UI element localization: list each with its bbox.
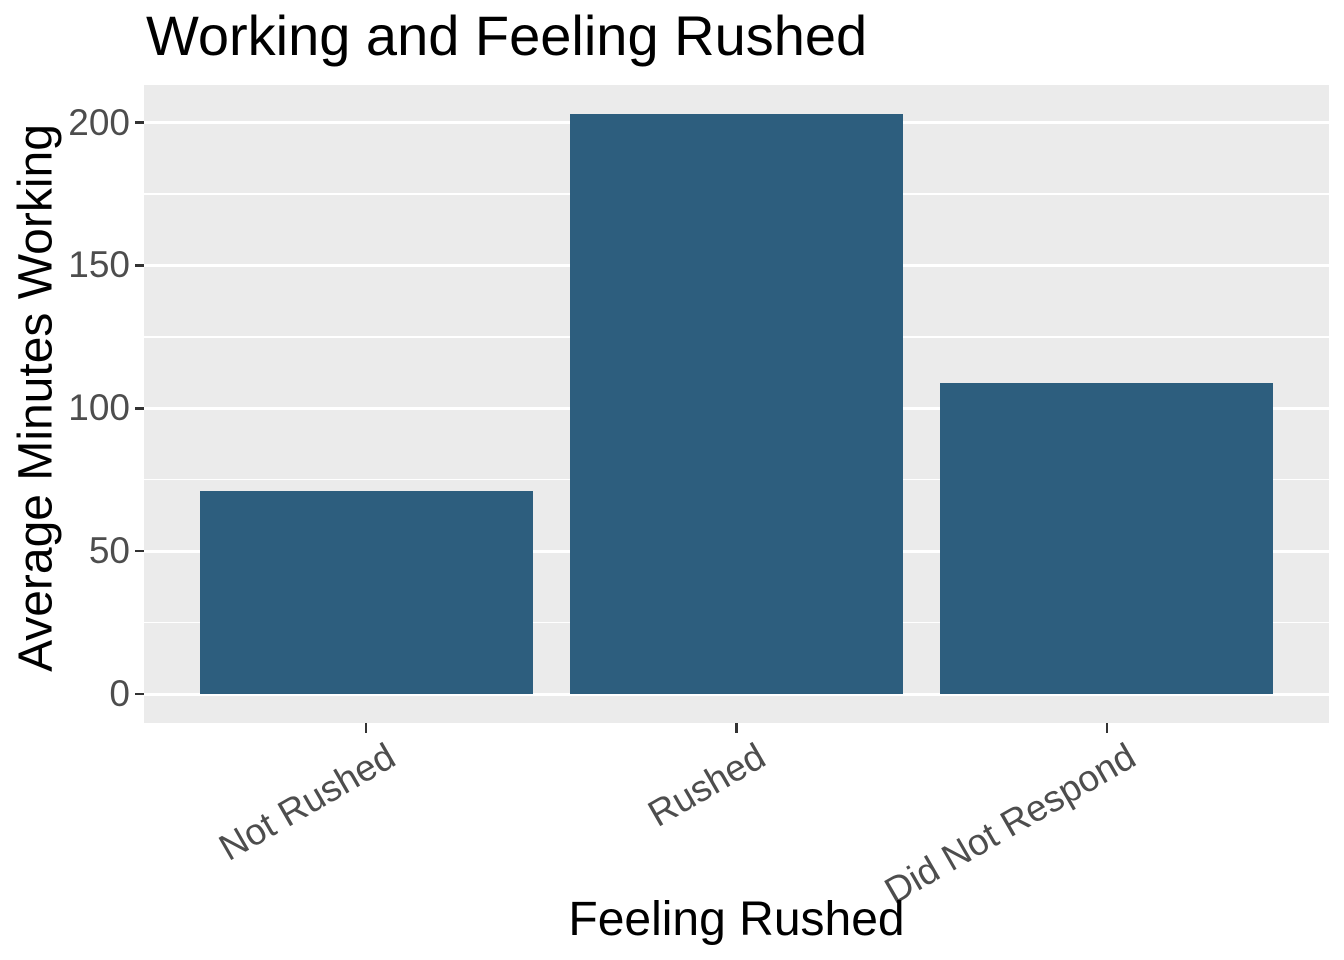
x-axis-title: Feeling Rushed	[568, 893, 905, 946]
y-tick-mark-100	[135, 407, 144, 410]
plot-panel	[144, 85, 1329, 723]
x-tick-label-not-rushed: Not Rushed	[211, 735, 402, 869]
y-tick-mark-150	[135, 264, 144, 267]
gridline-major-y-0	[144, 692, 1329, 696]
y-tick-label-200: 200	[68, 101, 130, 143]
x-tick-label-rushed: Rushed	[641, 735, 772, 835]
x-tick-mark-did-not-respond	[1105, 723, 1109, 733]
y-tick-label-150: 150	[68, 244, 130, 286]
x-tick-label-did-not-respond: Did Not Respond	[877, 735, 1143, 912]
x-tick-mark-not-rushed	[364, 723, 368, 733]
y-tick-label-0: 0	[109, 673, 130, 714]
y-tick-mark-50	[135, 549, 144, 553]
x-tick-mark-rushed	[735, 723, 738, 733]
chart-title: Working and Feeling Rushed	[146, 4, 868, 67]
y-tick-mark-200	[135, 121, 144, 124]
y-tick-mark-0	[135, 692, 144, 696]
y-tick-label-50: 50	[88, 530, 130, 572]
bar-not-rushed	[199, 491, 533, 694]
bar-rushed	[569, 114, 904, 694]
y-tick-label-100: 100	[68, 387, 130, 429]
bar-did-not-respond	[940, 382, 1274, 694]
